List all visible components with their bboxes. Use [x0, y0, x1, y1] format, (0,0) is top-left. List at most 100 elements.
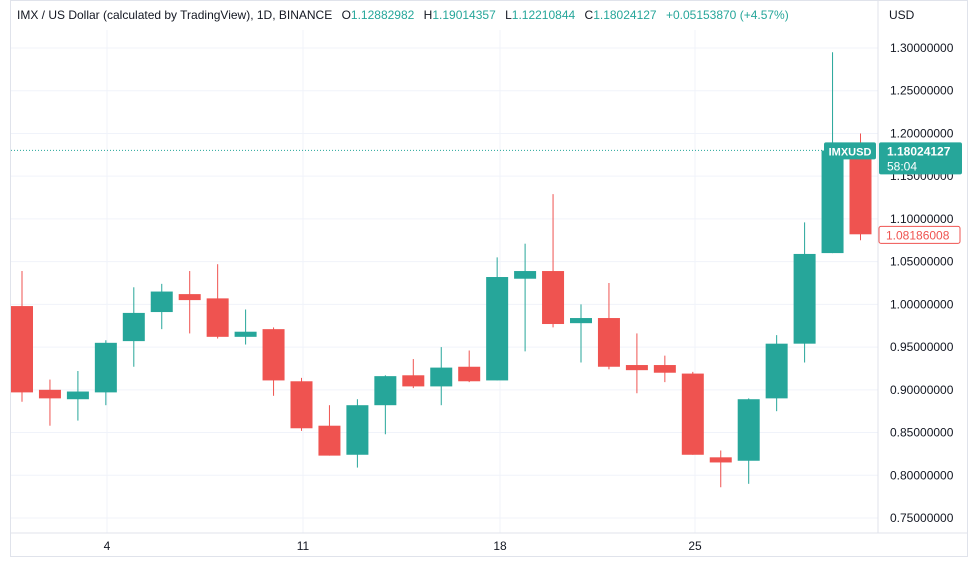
time-axis: 4 11 18 25: [104, 539, 702, 553]
candle-body: [542, 271, 565, 325]
candle-body: [709, 457, 732, 463]
candle-body: [402, 375, 425, 387]
candle-body: [290, 381, 313, 429]
candle-body: [625, 365, 648, 371]
candle-body: [206, 298, 229, 337]
candle-body: [821, 150, 844, 254]
x-tick-label: 4: [104, 539, 111, 553]
y-tick-label: 0.80000000: [890, 468, 954, 482]
candle-body: [178, 294, 201, 301]
y-tick-label: 0.90000000: [890, 383, 954, 397]
grid-layer: [11, 0, 967, 534]
symbol-title: IMX / US Dollar (calculated by TradingVi…: [17, 8, 333, 22]
y-tick-label: 1.10000000: [890, 212, 954, 226]
candle-body: [66, 391, 89, 400]
candle-body: [94, 342, 117, 393]
candle-down: [458, 350, 481, 383]
candle-body: [597, 318, 620, 367]
candle-body: [374, 376, 397, 406]
y-tick-label: 1.25000000: [890, 84, 954, 98]
candle-body: [514, 271, 537, 279]
open-value: 1.12882982: [350, 8, 415, 22]
candle-body: [11, 306, 33, 393]
y-tick-label: 1.00000000: [890, 297, 954, 311]
x-tick-label: 11: [297, 539, 310, 553]
candle-body: [765, 343, 788, 399]
candle-up: [737, 398, 760, 484]
candle-down: [318, 405, 341, 456]
candle-body: [38, 389, 61, 399]
candle-down: [542, 194, 565, 328]
candle-body: [458, 366, 481, 382]
chart-legend-header: IMX / US Dollar (calculated by TradingVi…: [17, 8, 789, 22]
candle-up: [793, 222, 816, 363]
candle-down: [709, 450, 732, 488]
y-tick-label: 0.95000000: [890, 340, 954, 354]
candle-up: [765, 335, 788, 412]
candle-down: [625, 333, 648, 394]
candle-down: [206, 264, 229, 339]
candle-body: [653, 365, 676, 373]
candle-body: [318, 425, 341, 456]
close-label: C: [584, 8, 594, 22]
candle-body: [486, 277, 509, 381]
candle-up: [430, 347, 453, 406]
x-tick-label: 18: [493, 539, 507, 553]
x-tick-label: 25: [688, 539, 702, 553]
current-price-tag-bg: [879, 142, 962, 175]
candle-up: [122, 287, 145, 367]
candle-up: [514, 243, 537, 352]
symbol-tag-bg: [824, 142, 876, 160]
prev-close-text: 1.08186008: [886, 228, 950, 242]
candle-up: [66, 371, 89, 421]
price-axis: 0.75000000 0.80000000 0.85000000 0.90000000…: [890, 41, 954, 525]
candle-down: [653, 355, 676, 383]
candle-layer: [11, 52, 872, 488]
low-value: 1.12210844: [511, 8, 576, 22]
candle-up: [94, 340, 117, 406]
symbol-tag-text: IMXUSD: [829, 146, 872, 158]
countdown-text: 58:04: [887, 159, 917, 173]
candle-up: [150, 283, 173, 330]
candle-body: [262, 329, 285, 381]
symbol-tag: IMXUSD: [824, 142, 876, 160]
y-tick-label: 1.20000000: [890, 126, 954, 140]
prev-close-tag: 1.08186008: [878, 225, 961, 244]
prev-close-tag-bg: [878, 225, 961, 244]
candle-down: [11, 271, 33, 402]
currency-label: USD: [889, 8, 915, 22]
change-value: +0.05153870 (+4.57%): [665, 8, 789, 22]
candle-body: [737, 399, 760, 461]
low-label: L: [505, 8, 512, 22]
candle-body: [793, 253, 816, 344]
candle-down: [681, 371, 704, 455]
close-value: 1.18024127: [593, 8, 657, 22]
current-price-text: 1.18024127: [887, 144, 951, 158]
y-tick-label: 0.75000000: [890, 511, 954, 525]
y-tick-label: 0.85000000: [890, 426, 954, 440]
high-value: 1.19014357: [432, 8, 496, 22]
candle-down: [262, 327, 285, 396]
candle-up: [570, 304, 592, 363]
candle-down: [290, 377, 313, 431]
candle-body: [849, 150, 872, 235]
y-tick-label: 1.05000000: [890, 255, 954, 269]
candle-up: [234, 309, 257, 345]
candle-up: [346, 399, 369, 468]
candle-body: [430, 367, 453, 387]
open-label: O: [341, 8, 351, 22]
high-label: H: [423, 8, 433, 22]
candle-down: [178, 271, 201, 334]
candle-body: [346, 405, 369, 455]
candle-down: [38, 379, 61, 426]
candle-body: [570, 318, 592, 324]
candle-body: [681, 373, 704, 455]
candle-body: [122, 312, 145, 342]
candle-up: [374, 375, 397, 435]
candle-down: [402, 359, 425, 389]
candle-body: [234, 331, 257, 337]
candle-down: [597, 283, 620, 370]
